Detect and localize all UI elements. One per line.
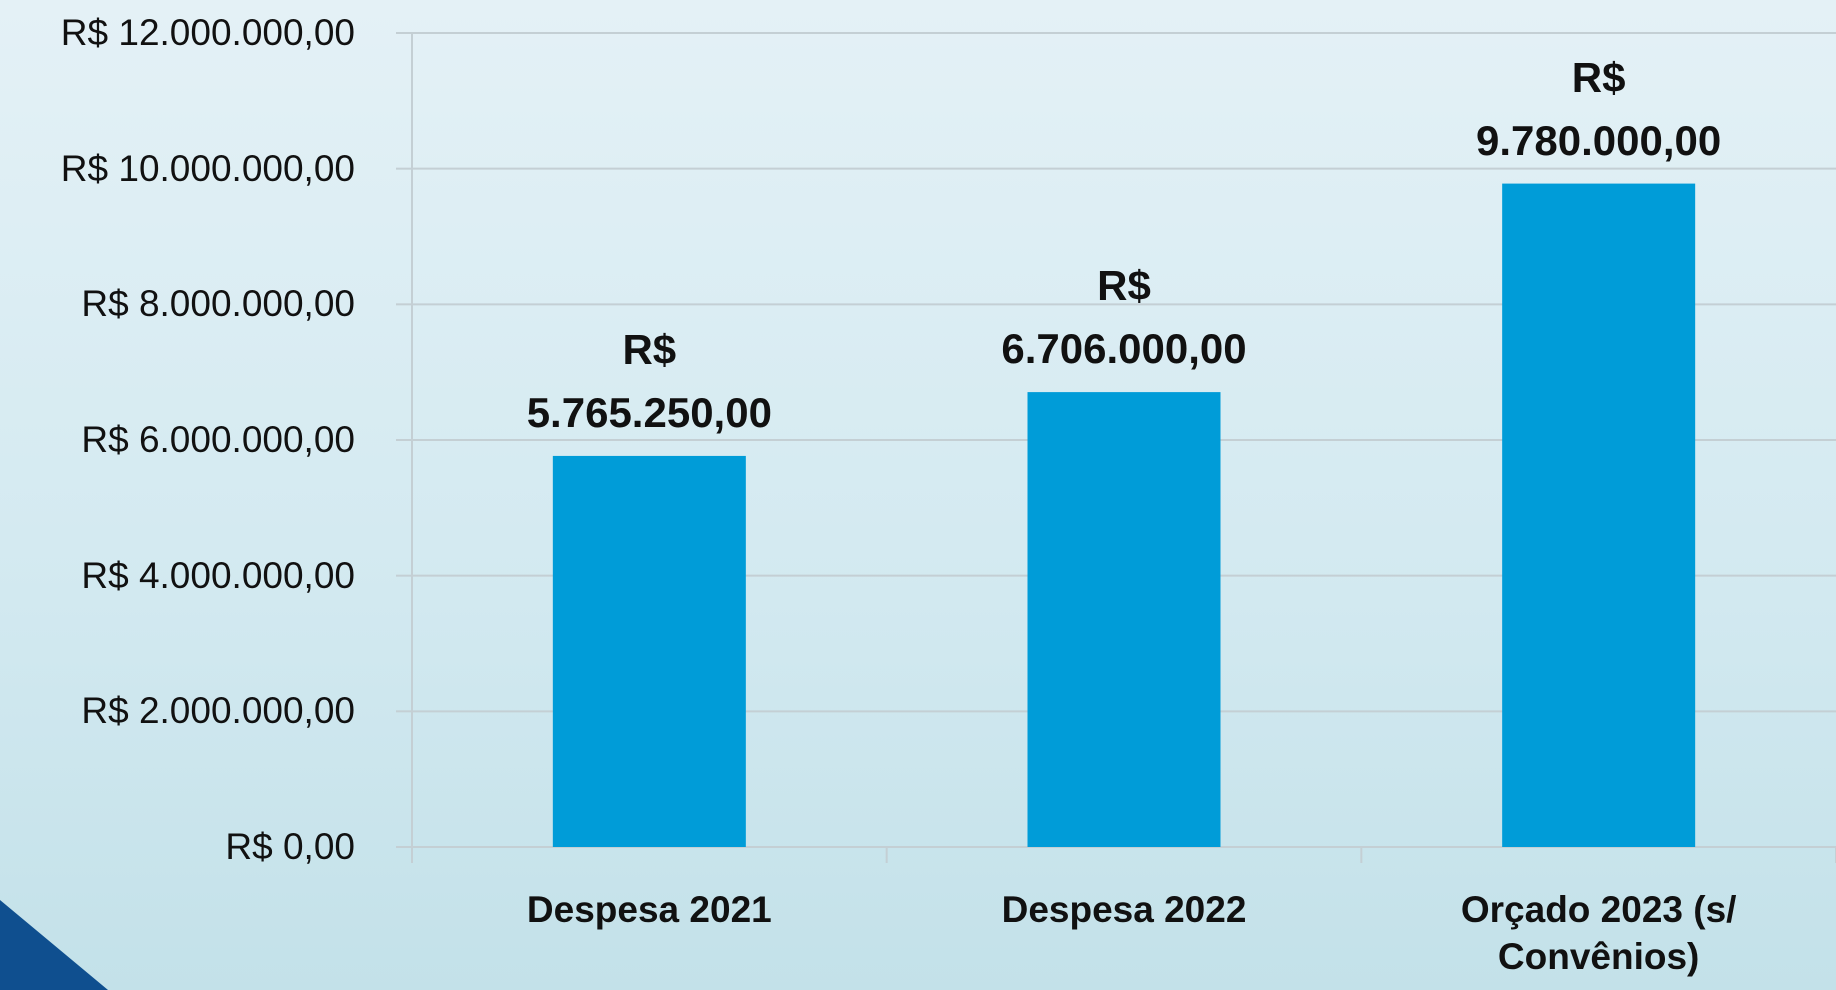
y-tick-label: R$ 4.000.000,00 <box>81 554 355 596</box>
x-tick-label: Orçado 2023 (s/ Convênios) <box>1460 889 1737 977</box>
x-tick-label: Despesa 2021 <box>526 889 772 930</box>
y-tick-label: R$ 0,00 <box>225 826 355 867</box>
bar <box>1502 183 1696 848</box>
x-tick-label: Despesa 2022 <box>1001 889 1247 930</box>
data-label: R$ 6.706.000,00 <box>1001 262 1247 373</box>
corner-decoration <box>0 900 108 990</box>
y-tick-label: R$ 10.000.000,00 <box>60 147 355 189</box>
y-tick-label: R$ 2.000.000,00 <box>81 690 355 732</box>
y-tick-label: R$ 8.000.000,00 <box>81 283 355 325</box>
bar <box>552 455 746 847</box>
y-tick-label: R$ 6.000.000,00 <box>81 419 355 460</box>
data-label: R$ 9.780.000,00 <box>1476 53 1722 164</box>
data-label: R$ 5.765.250,00 <box>526 325 772 436</box>
y-tick-label: R$ 12.000.000,00 <box>60 12 355 53</box>
bar <box>1027 392 1221 847</box>
